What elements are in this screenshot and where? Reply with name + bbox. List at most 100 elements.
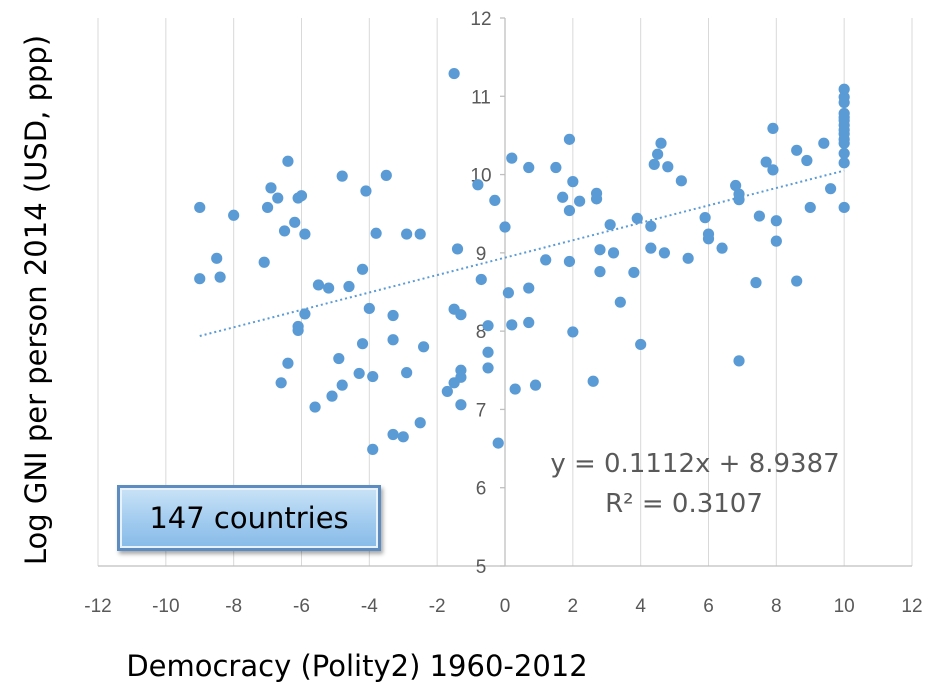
data-point [489,194,501,207]
data-point [567,176,579,188]
data-point [401,367,413,379]
y-tick-label: 7 [476,400,487,421]
x-tick-label: 12 [901,596,922,617]
data-point [838,157,850,169]
data-point [367,443,379,455]
data-point [387,334,399,346]
data-point [475,273,487,286]
x-tick-label: -2 [429,596,446,617]
data-point [509,383,521,395]
data-point [652,148,664,160]
data-point [370,227,382,239]
data-point [292,324,304,336]
data-point [648,158,660,170]
data-point [265,182,277,194]
data-point [645,242,657,254]
data-point [604,219,616,231]
data-point [401,228,413,240]
data-point [380,169,392,181]
x-tick-label: -8 [225,596,242,617]
data-point [607,247,620,259]
data-point [635,338,647,351]
data-point [699,212,711,224]
x-axis-title: Democracy (Polity2) 1960-2012 [126,649,587,683]
data-point [563,255,576,268]
data-point [753,210,765,222]
data-point [414,228,426,240]
data-point [482,320,494,332]
data-point [563,204,576,217]
data-point [645,220,657,232]
data-point [367,370,379,383]
data-point [523,161,535,174]
data-point [760,156,772,168]
data-point [770,215,782,227]
data-point [441,385,453,398]
data-point [523,316,535,329]
data-point [275,377,287,389]
data-point [590,193,603,205]
data-point [614,296,626,308]
data-point [356,263,369,275]
data-point [418,341,430,353]
data-point [804,201,816,214]
data-point [336,379,348,391]
trendline [199,169,845,337]
data-point [289,216,301,228]
data-point [791,275,803,287]
data-point [631,212,643,225]
data-point [282,357,294,369]
data-point [455,371,467,383]
data-point [482,346,494,358]
data-point [655,137,667,149]
data-point [702,233,715,245]
data-point [278,225,291,237]
data-point [323,282,335,294]
data-point [529,379,542,391]
data-point [360,185,372,197]
data-point [540,254,552,266]
data-point [767,122,779,134]
data-point [818,137,830,149]
data-point [455,309,467,321]
data-point [309,401,321,413]
data-point [628,266,640,279]
data-point [502,287,514,299]
data-point [258,256,270,268]
data-point [343,280,355,293]
data-point [838,147,850,160]
y-tick-label: 11 [471,87,491,108]
x-tick-label: -4 [361,596,378,617]
data-point [299,228,311,240]
data-point [492,437,504,449]
y-tick-label: 6 [476,479,487,500]
data-point [299,308,311,320]
x-tick-label: 8 [771,596,782,617]
x-tick-label: -12 [84,596,111,617]
x-tick-label: 0 [500,596,511,617]
data-point [563,133,576,145]
y-axis-title: Log GNI per person 2014 (USD, ppp) [19,35,53,565]
data-point [838,137,850,149]
x-tick-label: 4 [635,596,646,617]
data-point [194,273,206,285]
data-point [455,399,467,411]
data-point [730,179,742,192]
data-point [825,183,837,195]
data-point [211,252,223,264]
data-point [333,352,345,365]
data-point [838,83,850,95]
data-point [523,282,535,294]
data-point [336,170,348,182]
y-tick-label: 5 [476,557,487,578]
data-point [228,209,240,221]
data-point [550,161,562,174]
data-point [567,326,579,338]
data-point [587,375,599,387]
data-point [750,277,762,289]
y-tick-label: 9 [476,244,487,265]
data-point [716,242,728,254]
data-point [594,244,606,256]
